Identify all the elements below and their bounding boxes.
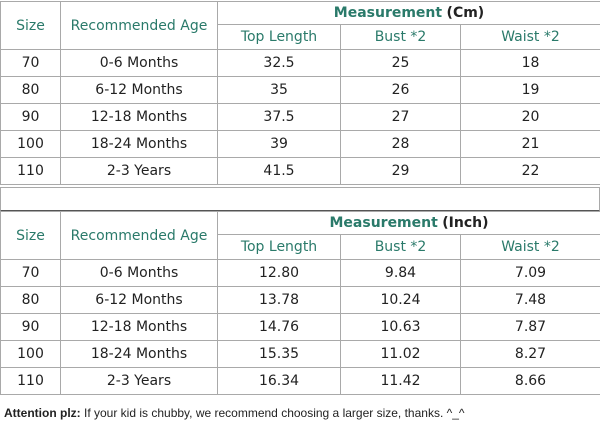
column-header: Bust *2	[340, 234, 461, 260]
cell: 7.48	[460, 286, 600, 314]
cell: 2-3 Years	[60, 157, 218, 185]
cell: 8.66	[460, 367, 600, 395]
measurement-header: Measurement (Cm)	[217, 1, 600, 25]
header-row: Size Recommended Age Measurement (Cm)	[0, 1, 600, 50]
cell: 0-6 Months	[60, 49, 218, 77]
size-table: Size Recommended Age Measurement (Inch) Top…	[0, 211, 600, 395]
cell: 0-6 Months	[60, 259, 218, 287]
measurement-label: Measurement	[329, 215, 438, 231]
cell: 7.87	[460, 313, 600, 341]
spacer-row	[0, 187, 600, 212]
footer-label: Attention plz:	[4, 406, 81, 420]
cell: 12-18 Months	[60, 313, 218, 341]
cell: 90	[0, 313, 61, 341]
data-row: 110 2-3 Years 41.5 29 22	[0, 157, 600, 185]
header-row: Top Length Bust *2 Waist *2	[1, 234, 600, 260]
cell: 80	[0, 286, 61, 314]
cell: 25	[340, 49, 461, 77]
cell: 6-12 Months	[60, 76, 218, 104]
data-row: 100 18-24 Months 39 28 21	[0, 130, 600, 158]
cell: 32.5	[217, 49, 341, 77]
measurement-unit: (Cm)	[446, 5, 485, 21]
cell: 22	[460, 157, 600, 185]
data-row: 90 12-18 Months 14.76 10.63 7.87	[0, 313, 600, 341]
cell: 12.80	[217, 259, 341, 287]
cell: 35	[217, 76, 341, 104]
age-header: Recommended Age	[60, 1, 218, 50]
footer: Attention plz: If your kid is chubby, we…	[4, 406, 465, 420]
cell: 15.35	[217, 340, 341, 368]
cell: 110	[0, 157, 61, 185]
cell: 10.63	[340, 313, 461, 341]
measurement-unit: (Inch)	[442, 215, 489, 231]
cell: 6-12 Months	[60, 286, 218, 314]
cell: 26	[340, 76, 461, 104]
cell: 9.84	[340, 259, 461, 287]
cell: 110	[0, 367, 61, 395]
cell: 20	[460, 103, 600, 131]
column-header: Waist *2	[460, 234, 600, 260]
cell: 11.02	[340, 340, 461, 368]
cell: 11.42	[340, 367, 461, 395]
column-header: Top Length	[217, 234, 341, 260]
cell: 13.78	[217, 286, 341, 314]
data-row: 80 6-12 Months 13.78 10.24 7.48	[0, 286, 600, 314]
header-row: Size Recommended Age Measurement (Inch)	[0, 211, 600, 260]
cell: 90	[0, 103, 61, 131]
measurement-label: Measurement	[333, 5, 443, 21]
data-row: 100 18-24 Months 15.35 11.02 8.27	[0, 340, 600, 368]
cell: 21	[460, 130, 600, 158]
cell: 37.5	[217, 103, 341, 131]
data-row: 90 12-18 Months 37.5 27 20	[0, 103, 600, 131]
cell: 100	[0, 340, 61, 368]
size-header: Size	[0, 1, 61, 50]
cell: 8.27	[460, 340, 600, 368]
size-table: Size Recommended Age Measurement (Cm) Top L…	[0, 1, 600, 185]
cell: 16.34	[217, 367, 341, 395]
cell: 27	[340, 103, 461, 131]
cell: 80	[0, 76, 61, 104]
cell: 14.76	[217, 313, 341, 341]
cell: 2-3 Years	[60, 367, 218, 395]
cell: 70	[0, 49, 61, 77]
cell: 29	[340, 157, 461, 185]
data-row: 70 0-6 Months 32.5 25 18	[0, 49, 600, 77]
column-header: Bust *2	[340, 24, 461, 50]
cell: 39	[217, 130, 341, 158]
cell: 7.09	[460, 259, 600, 287]
cell: 28	[340, 130, 461, 158]
cell: 18-24 Months	[60, 130, 218, 158]
size-header: Size	[0, 211, 61, 260]
data-row: 110 2-3 Years 16.34 11.42 8.66	[0, 367, 600, 395]
data-row: 70 0-6 Months 12.80 9.84 7.09	[0, 259, 600, 287]
column-header: Top Length	[217, 24, 341, 50]
cell: 10.24	[340, 286, 461, 314]
measurement-header: Measurement (Inch)	[217, 211, 600, 235]
cell: 19	[460, 76, 600, 104]
data-row: 80 6-12 Months 35 26 19	[0, 76, 600, 104]
cell: 70	[0, 259, 61, 287]
cell: 18-24 Months	[60, 340, 218, 368]
column-header: Waist *2	[460, 24, 600, 50]
cell: 18	[460, 49, 600, 77]
cell: 41.5	[217, 157, 341, 185]
cell: 12-18 Months	[60, 103, 218, 131]
footer-text: If your kid is chubby, we recommend choo…	[84, 406, 465, 420]
age-header: Recommended Age	[60, 211, 218, 260]
cell: 100	[0, 130, 61, 158]
